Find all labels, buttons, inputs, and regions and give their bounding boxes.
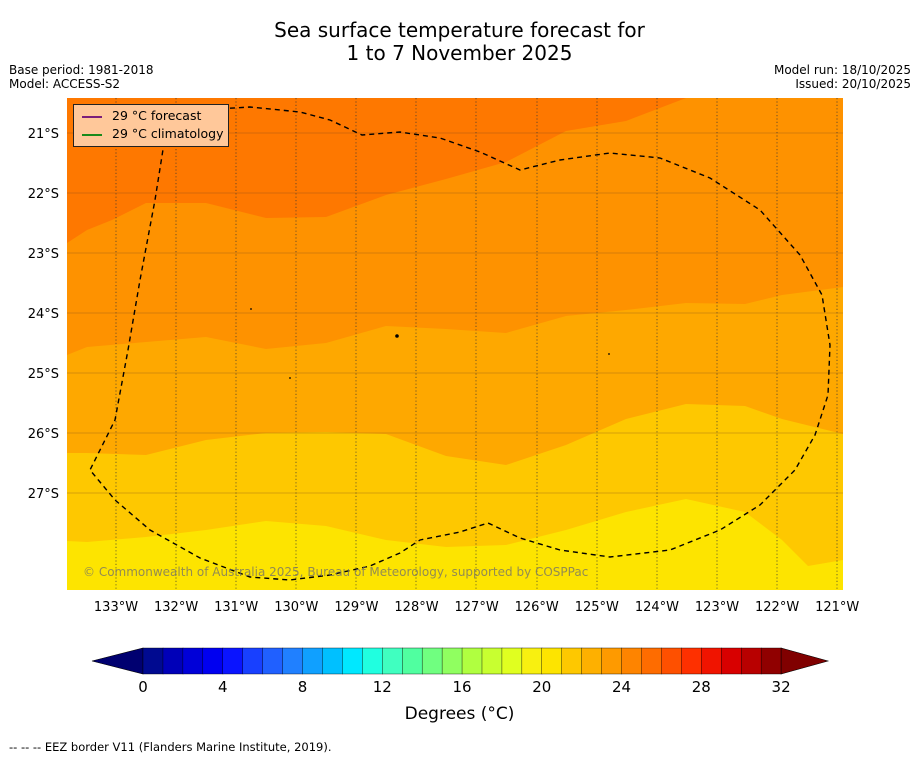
colorbar-swatch <box>162 647 184 675</box>
copyright-watermark: © Commonwealth of Australia 2025, Bureau… <box>83 565 589 579</box>
longitude-label: 130°W <box>274 600 318 615</box>
latitude-label: 22°S <box>28 187 59 202</box>
colorbar-swatch <box>501 647 523 675</box>
longitude-label: 125°W <box>575 600 619 615</box>
colorbar-swatch <box>561 647 583 675</box>
legend-forecast: 29 °C forecast <box>82 108 201 123</box>
island-markers <box>250 308 610 379</box>
colorbar-tick-label: 16 <box>452 678 471 696</box>
latitude-label: 26°S <box>28 427 59 442</box>
colorbar-swatch <box>342 647 363 675</box>
colorbar-swatch <box>421 647 443 675</box>
colorbar-title: Degrees (°C) <box>404 704 515 724</box>
colorbar-swatch <box>681 647 702 675</box>
colorbar-swatch <box>182 647 204 675</box>
issued-date: Issued: 20/10/2025 <box>795 77 911 91</box>
colorbar-swatch <box>581 647 603 675</box>
colorbar-swatch <box>661 647 682 675</box>
meta-left: Base period: 1981-2018 Model: ACCESS-S2 <box>9 63 154 91</box>
colorbar-swatch <box>282 647 304 675</box>
colorbar-tick-label: 20 <box>532 678 551 696</box>
colorbar-swatch <box>322 647 343 675</box>
colorbar-tick-label: 28 <box>692 678 711 696</box>
gridlines <box>115 98 838 590</box>
colorbar-swatch <box>521 647 543 675</box>
longitude-label: 127°W <box>455 600 499 615</box>
longitude-label: 121°W <box>815 600 859 615</box>
longitude-label: 122°W <box>755 600 799 615</box>
longitude-label: 132°W <box>154 600 198 615</box>
longitude-label: 126°W <box>515 600 559 615</box>
colorbar-swatch <box>302 647 323 675</box>
longitude-labels: 133°W 132°W 131°W 130°W 129°W 128°W 127°W 126°W… <box>94 600 860 615</box>
colorbar-swatch <box>382 647 403 675</box>
colorbar-swatch <box>701 647 722 675</box>
latitude-label: 23°S <box>28 247 59 262</box>
legend-forecast-label: 29 °C forecast <box>112 108 202 123</box>
latitude-label: 25°S <box>28 367 59 382</box>
forecast-line-icon <box>82 115 102 118</box>
longitude-label: 124°W <box>635 600 679 615</box>
longitude-label: 131°W <box>214 600 258 615</box>
colorbar-tick-label: 24 <box>612 678 631 696</box>
colorbar-swatch <box>242 647 264 675</box>
colorbar-swatch <box>741 647 762 675</box>
colorbar-high-extension <box>780 647 830 675</box>
colorbar-swatch <box>760 647 782 675</box>
legend-climatology: 29 °C climatology <box>82 126 224 141</box>
colorbar-tick-label: 0 <box>138 678 148 696</box>
colorbar-tick-label: 32 <box>772 678 791 696</box>
longitude-label: 128°W <box>394 600 438 615</box>
colorbar-swatch <box>362 647 383 675</box>
colorbar-swatch <box>222 647 244 675</box>
colorbar-swatch <box>142 647 164 675</box>
colorbar-swatch <box>461 647 483 675</box>
colorbar-tick-label: 12 <box>373 678 392 696</box>
climatology-line-icon <box>82 133 102 136</box>
colorbar-swatch <box>641 647 662 675</box>
legend-climatology-label: 29 °C climatology <box>112 126 224 141</box>
colorbar-tick-label: 8 <box>298 678 308 696</box>
eez-border <box>89 106 831 581</box>
colorbar-swatch <box>601 647 623 675</box>
colorbar <box>91 647 830 675</box>
map-legend: 29 °C forecast 29 °C climatology <box>73 104 229 147</box>
colorbar-swatch <box>721 647 742 675</box>
eez-footnote: -- -- -- EEZ border V11 (Flanders Marine… <box>9 740 332 754</box>
colorbar-swatch <box>541 647 563 675</box>
colorbar-swatch <box>262 647 284 675</box>
colorbar-swatch <box>621 647 642 675</box>
colorbar-swatch <box>402 647 423 675</box>
longitude-label: 133°W <box>94 600 138 615</box>
chart-title: Sea surface temperature forecast for 1 t… <box>0 19 919 65</box>
longitude-label: 123°W <box>695 600 739 615</box>
colorbar-swatch <box>202 647 224 675</box>
title-line-1: Sea surface temperature forecast for <box>274 18 645 42</box>
colorbar-swatch <box>481 647 503 675</box>
colorbar-swatch <box>441 647 463 675</box>
latitude-lines <box>67 132 843 494</box>
colorbar-low-extension <box>91 647 144 675</box>
sst-map <box>67 98 843 590</box>
colorbar-tick-labels: 0 4 8 12 16 20 24 28 32 <box>138 678 790 696</box>
longitude-label: 129°W <box>334 600 378 615</box>
meta-right: Model run: 18/10/2025 Issued: 20/10/2025 <box>774 63 911 91</box>
model-name: Model: ACCESS-S2 <box>9 77 121 91</box>
colorbar-tick-label: 4 <box>218 678 228 696</box>
latitude-label: 24°S <box>28 307 59 322</box>
model-run: Model run: 18/10/2025 <box>773 63 911 77</box>
latitude-label: 21°S <box>28 127 59 142</box>
base-period: Base period: 1981-2018 <box>9 63 154 77</box>
latitude-label: 27°S <box>28 487 59 502</box>
latitude-labels: 21°S 22°S 23°S 24°S 25°S 26°S 27°S <box>28 127 59 502</box>
title-line-2: 1 to 7 November 2025 <box>346 41 573 65</box>
